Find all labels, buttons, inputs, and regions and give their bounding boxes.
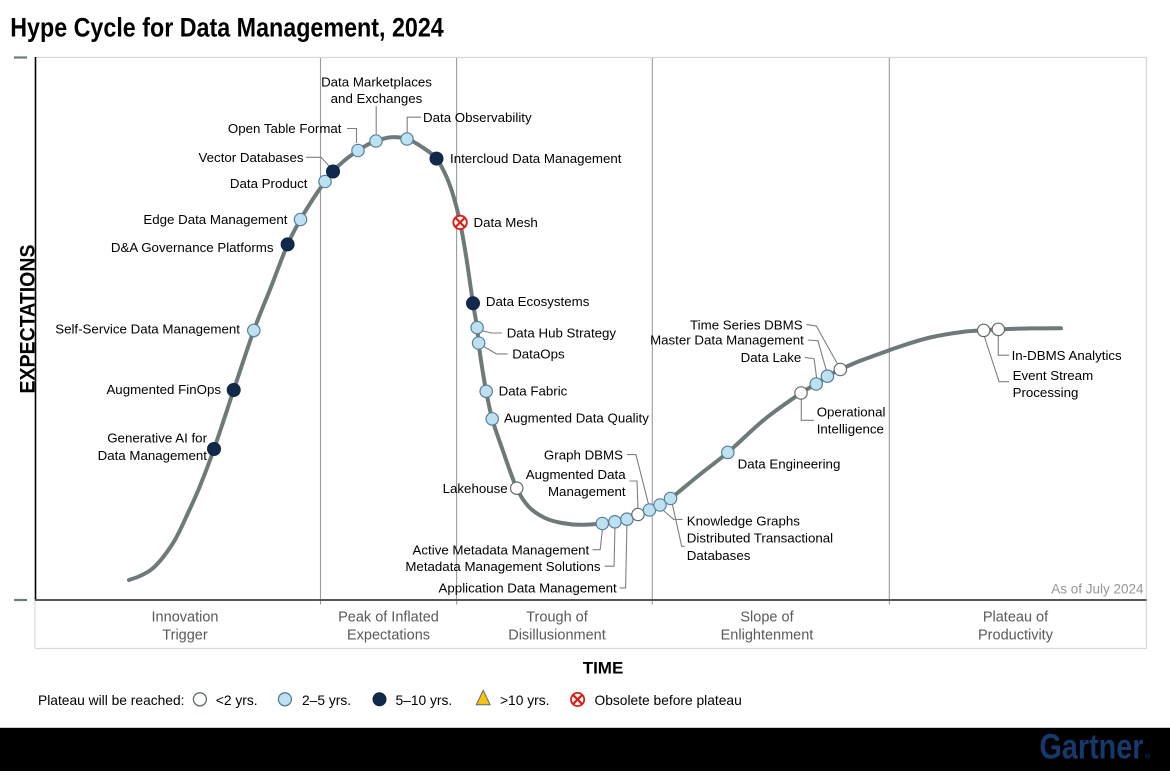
svg-text:In-DBMS Analytics: In-DBMS Analytics (1012, 348, 1122, 363)
svg-text:Self-Service Data Management: Self-Service Data Management (55, 322, 240, 337)
svg-text:Event Stream: Event Stream (1013, 368, 1094, 383)
svg-text:5–10 yrs.: 5–10 yrs. (396, 693, 453, 708)
svg-text:Databases: Databases (687, 548, 751, 563)
svg-text:Data Lake: Data Lake (741, 350, 802, 365)
svg-text:Augmented Data Quality: Augmented Data Quality (504, 411, 649, 426)
svg-text:D&A Governance Platforms: D&A Governance Platforms (111, 240, 274, 255)
svg-text:Application Data Management: Application Data Management (439, 581, 617, 596)
svg-text:Metadata Management Solutions: Metadata Management Solutions (405, 559, 600, 574)
svg-text:Open Table Format: Open Table Format (228, 121, 342, 136)
svg-text:Generative AI for: Generative AI for (107, 431, 207, 446)
svg-text:Master Data Management: Master Data Management (650, 333, 804, 348)
svg-text:Innovation: Innovation (152, 610, 219, 626)
svg-text:Augmented Data: Augmented Data (526, 467, 626, 482)
svg-text:Obsolete before plateau: Obsolete before plateau (595, 693, 742, 708)
svg-text:Productivity: Productivity (978, 628, 1054, 644)
svg-text:Data Marketplaces: Data Marketplaces (321, 75, 432, 90)
svg-text:Operational: Operational (817, 405, 886, 420)
svg-text:Data Fabric: Data Fabric (499, 383, 568, 398)
svg-text:Data Ecosystems: Data Ecosystems (486, 294, 590, 309)
svg-text:2–5 yrs.: 2–5 yrs. (302, 693, 351, 708)
svg-text:Data Observability: Data Observability (423, 110, 532, 125)
svg-text:Edge Data Management: Edge Data Management (143, 212, 287, 227)
svg-text:Trough of: Trough of (526, 610, 588, 626)
svg-text:Lakehouse: Lakehouse (443, 481, 508, 496)
svg-text:Disillusionment: Disillusionment (508, 628, 606, 644)
svg-text:and Exchanges: and Exchanges (331, 91, 423, 106)
svg-text:Data Hub Strategy: Data Hub Strategy (507, 326, 617, 341)
svg-text:Gartner: Gartner (1039, 727, 1143, 766)
svg-text:Enlightenment: Enlightenment (721, 628, 814, 644)
svg-text:Active Metadata Management: Active Metadata Management (413, 542, 590, 557)
svg-text:Distributed Transactional: Distributed Transactional (687, 531, 833, 546)
svg-text:Plateau will be reached:: Plateau will be reached: (38, 693, 185, 708)
svg-text:Data Mesh: Data Mesh (474, 215, 538, 230)
svg-text:Peak of Inflated: Peak of Inflated (338, 610, 439, 626)
svg-text:Trigger: Trigger (162, 628, 208, 644)
svg-text:<2 yrs.: <2 yrs. (216, 693, 258, 708)
svg-text:Slope of: Slope of (740, 610, 794, 626)
svg-text:®: ® (1145, 752, 1151, 761)
svg-text:Expectations: Expectations (347, 628, 430, 644)
svg-text:Knowledge Graphs: Knowledge Graphs (687, 514, 800, 529)
svg-text:EXPECTATIONS: EXPECTATIONS (17, 245, 40, 394)
svg-text:Management: Management (548, 484, 626, 499)
svg-text:Data Product: Data Product (230, 176, 308, 191)
svg-text:Graph DBMS: Graph DBMS (544, 447, 623, 462)
svg-text:As of July 2024: As of July 2024 (1051, 582, 1144, 597)
svg-text:Augmented FinOps: Augmented FinOps (106, 382, 221, 397)
svg-text:Intercloud Data Management: Intercloud Data Management (450, 151, 622, 166)
svg-text:Data Management: Data Management (98, 448, 208, 463)
svg-text:Hype Cycle for Data Management: Hype Cycle for Data Management, 2024 (10, 13, 444, 43)
svg-text:Vector Databases: Vector Databases (199, 150, 304, 165)
svg-text:DataOps: DataOps (512, 347, 565, 362)
svg-text:>10 yrs.: >10 yrs. (500, 693, 549, 708)
svg-text:Time Series DBMS: Time Series DBMS (690, 317, 803, 332)
svg-text:TIME: TIME (583, 659, 624, 678)
svg-text:Plateau of: Plateau of (983, 610, 1049, 626)
svg-text:Intelligence: Intelligence (817, 421, 884, 436)
svg-text:Data Engineering: Data Engineering (738, 457, 841, 472)
svg-text:Processing: Processing (1013, 385, 1079, 400)
